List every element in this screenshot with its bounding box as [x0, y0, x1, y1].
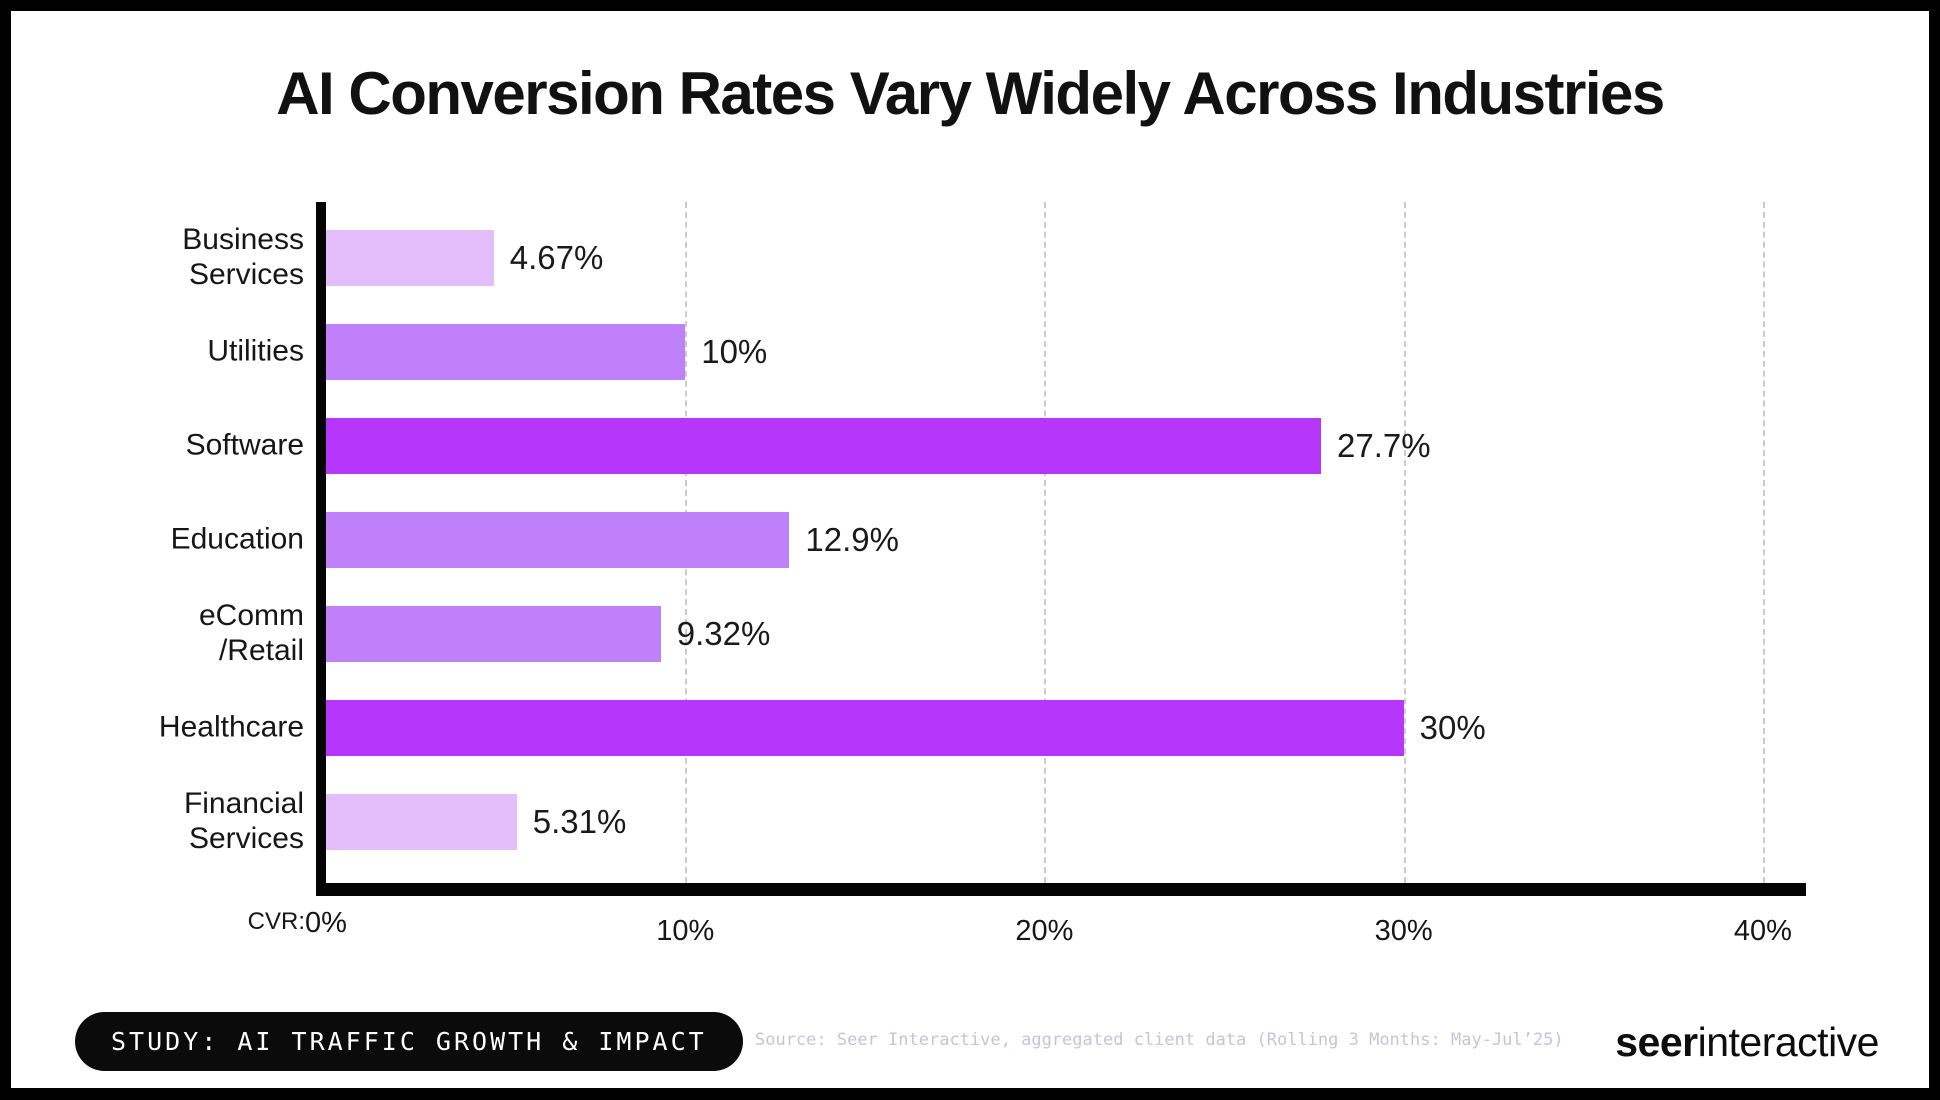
study-badge: STUDY: AI TRAFFIC GROWTH & IMPACT: [75, 1012, 743, 1071]
bar: [326, 700, 1404, 756]
category-label: Software: [185, 428, 304, 462]
gridline: [1403, 202, 1406, 883]
category-label: Education: [170, 522, 304, 556]
bar-value: 9.32%: [676, 615, 771, 652]
category-label: eComm/Retail: [198, 599, 304, 667]
category-label: Financial Services: [183, 787, 304, 855]
tick-label: 20%: [1015, 915, 1074, 947]
category-label: Business Services: [182, 223, 304, 291]
bar: [326, 606, 661, 662]
x-axis-ticks: 0% 10% 20% 30% 40%: [305, 907, 1806, 951]
x-axis-prefix-label: CVR:: [247, 908, 305, 935]
category-label: Healthcare: [158, 710, 304, 744]
tick-label: 40%: [1733, 915, 1792, 947]
bar: [326, 512, 790, 568]
bar: [326, 794, 517, 850]
tick-label: 30%: [1374, 915, 1433, 947]
tick-label: 10%: [656, 915, 715, 947]
bar: [326, 418, 1322, 474]
bar: [326, 324, 686, 380]
brand-logo-regular: interactive: [1697, 1019, 1880, 1065]
tick-label: 0%: [305, 907, 347, 939]
category-label: Utilities: [207, 334, 304, 368]
source-text: Source: Seer Interactive, aggregated cli…: [755, 1030, 1564, 1050]
plot-area: Business Services 4.67% Utilities 10% Softwar…: [159, 202, 1806, 883]
gridline: [1044, 202, 1047, 883]
bar-value: 12.9%: [805, 521, 899, 558]
bar-value: 30%: [1419, 709, 1486, 746]
gridline: [1762, 202, 1765, 883]
brand-logo-bold: seer: [1615, 1019, 1698, 1065]
page-title: AI Conversion Rates Vary Widely Across I…: [276, 60, 1665, 127]
bar-value: 4.67%: [509, 239, 604, 276]
bar-value: 5.31%: [532, 803, 627, 840]
bar: [326, 230, 494, 286]
chart: Business Services 4.67% Utilities 10% Softwar…: [159, 202, 1806, 896]
brand-logo: seerinteractive: [1615, 1019, 1879, 1066]
bar-value: 10%: [701, 333, 768, 370]
bar-value: 27.7%: [1337, 427, 1431, 464]
infographic-card: AI Conversion Rates Vary Widely Across I…: [11, 11, 1929, 1088]
